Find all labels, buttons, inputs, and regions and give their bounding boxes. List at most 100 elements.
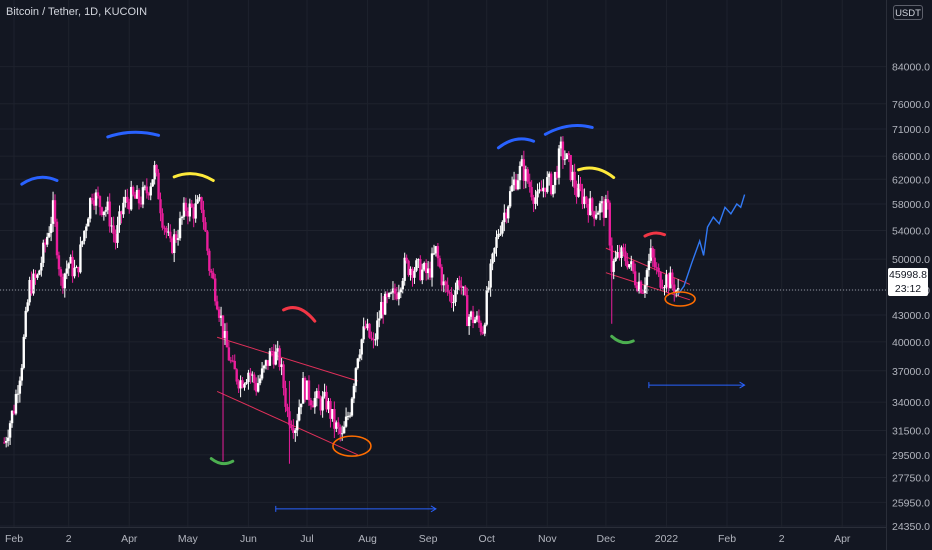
candle-body — [174, 234, 178, 240]
candle-body — [141, 187, 145, 205]
candle-body — [276, 348, 279, 352]
candle-body — [591, 198, 594, 212]
candle-body — [583, 196, 586, 205]
candle-body — [643, 285, 647, 293]
y-tick-label: 27750.0 — [892, 473, 930, 485]
candle-body — [120, 211, 123, 215]
candle-body — [26, 302, 29, 311]
candle-body — [71, 256, 74, 277]
candle-body — [231, 360, 234, 362]
candle-body — [624, 251, 627, 262]
candle-body — [526, 169, 529, 182]
candle-body — [598, 203, 602, 213]
candle-body — [563, 159, 567, 161]
candle-body — [510, 185, 514, 192]
candle-body — [485, 290, 488, 325]
x-tick-label: Sep — [419, 533, 438, 545]
candle-body — [255, 383, 258, 392]
candle-body — [532, 197, 535, 204]
x-tick-label: 2 — [779, 533, 785, 545]
candle-body — [88, 198, 92, 219]
channel-lower-line — [216, 390, 359, 456]
candle-body — [53, 200, 57, 222]
candle-body — [581, 189, 584, 205]
candle-body — [85, 226, 88, 231]
candle-body — [350, 398, 354, 416]
candle-body — [637, 281, 641, 291]
candle-body — [356, 358, 360, 369]
candle-body — [458, 280, 461, 286]
candle-body — [565, 153, 569, 160]
candle-body — [159, 199, 162, 214]
orange-circle — [332, 435, 372, 457]
candle-body — [247, 372, 250, 383]
candle-body — [180, 216, 184, 219]
candle-body — [190, 203, 193, 208]
candle-body — [253, 374, 256, 384]
candle-body — [549, 173, 553, 195]
candle-body — [471, 311, 475, 324]
candle-body — [294, 430, 297, 433]
candle-body — [534, 197, 537, 204]
candle-body — [198, 197, 201, 200]
candle-body — [409, 268, 412, 276]
candle-body — [579, 183, 582, 190]
candle-body — [266, 360, 270, 366]
candle-body — [612, 260, 615, 272]
candle-body — [258, 378, 262, 384]
channel-upper-line — [217, 336, 358, 382]
candle-body — [673, 284, 676, 293]
candle-body — [436, 246, 440, 259]
currency-button[interactable]: USDT — [893, 5, 923, 20]
candle-body — [157, 172, 160, 200]
date-range-arrow-arrowhead — [739, 381, 746, 389]
candle-body — [16, 393, 20, 395]
x-tick-label: Feb — [5, 533, 23, 545]
candle-body — [393, 288, 397, 294]
candle-body — [270, 351, 274, 353]
candle-body — [149, 186, 152, 196]
y-tick-label: 31500.0 — [892, 425, 930, 437]
candle-body — [24, 310, 27, 337]
candle-body — [59, 269, 63, 277]
candle-body — [188, 203, 192, 217]
candle-body — [589, 198, 592, 216]
candle-body — [380, 301, 383, 319]
candle-body — [669, 272, 672, 289]
candle-body — [73, 267, 76, 277]
candle-body — [421, 269, 424, 281]
candle-body — [424, 263, 428, 274]
candle-body — [186, 210, 190, 217]
candle-body — [274, 351, 277, 365]
candle-body — [594, 214, 598, 219]
candle-body — [299, 403, 303, 408]
candle-body — [151, 179, 154, 187]
y-tick-label: 62000.0 — [892, 174, 930, 186]
candle-body — [28, 279, 31, 303]
candle-body — [614, 257, 617, 261]
candle-body — [143, 186, 147, 188]
candle-body — [184, 202, 188, 211]
candle-body — [215, 301, 219, 310]
candle-body — [403, 257, 406, 281]
y-tick-label: 84000.0 — [892, 62, 930, 74]
candle-body — [546, 177, 549, 192]
candle-body — [135, 189, 139, 199]
candle-body — [530, 186, 533, 198]
candle-body — [313, 398, 317, 408]
candle-body — [503, 212, 506, 223]
candle-body — [626, 261, 629, 268]
candle-body — [61, 276, 65, 289]
x-tick-label: 2022 — [655, 533, 679, 545]
candle-body — [423, 263, 426, 270]
candle-body — [540, 189, 543, 192]
candle-body — [407, 260, 410, 276]
candle-body — [454, 290, 457, 303]
candle-body — [182, 202, 186, 217]
candle-body — [383, 293, 387, 315]
candle-body — [561, 141, 565, 160]
candle-body — [499, 233, 502, 235]
candle-body — [137, 189, 141, 204]
candle-body — [569, 155, 572, 181]
